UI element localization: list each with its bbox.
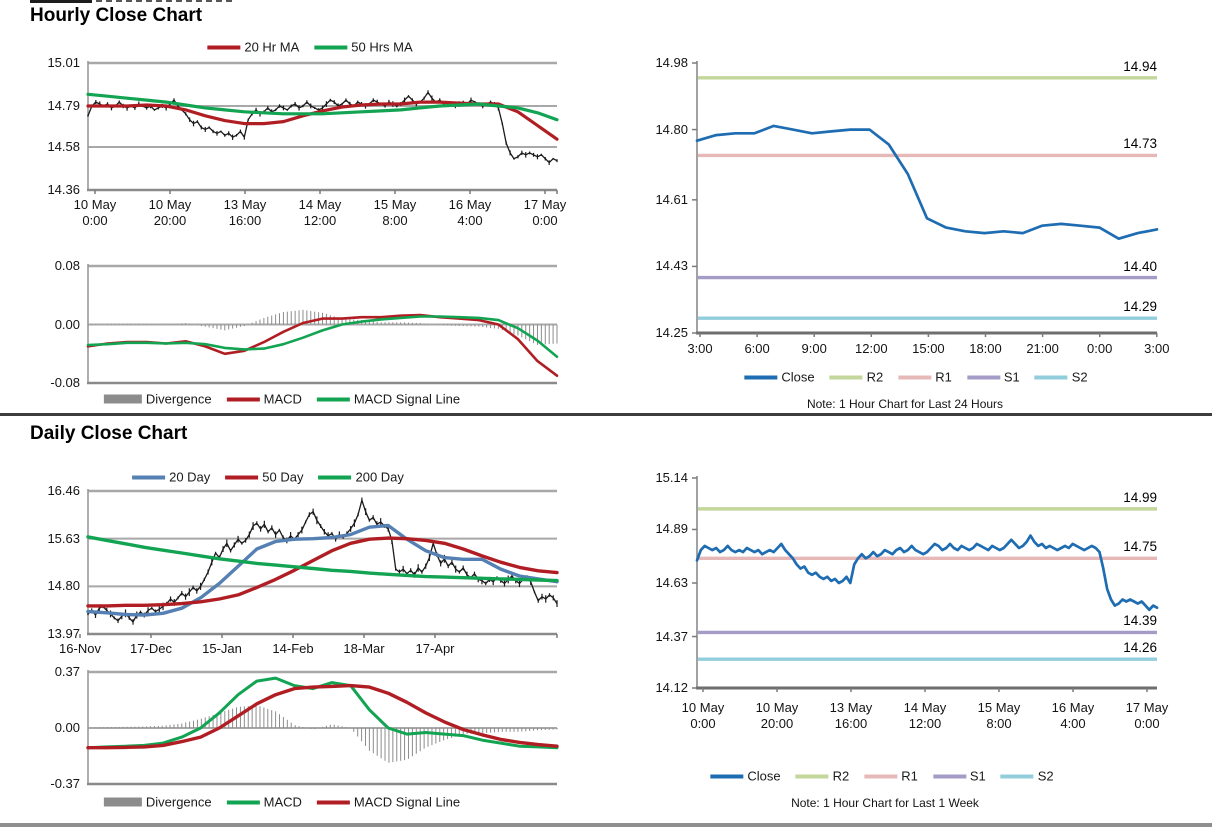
- daily-sr-note: Note: 1 Hour Chart for Last 1 Week: [791, 796, 979, 810]
- section-divider: [0, 413, 1212, 416]
- bottom-divider: [0, 823, 1212, 827]
- hourly-sr-note: Note: 1 Hour Chart for Last 24 Hours: [806, 397, 1004, 411]
- cropped-text-artifact: [30, 0, 92, 3]
- hourly-close-chart-title: Hourly Close Chart: [30, 5, 203, 26]
- daily-close-chart-title: Daily Close Chart: [30, 423, 188, 444]
- cropped-text-artifact: [96, 0, 236, 2]
